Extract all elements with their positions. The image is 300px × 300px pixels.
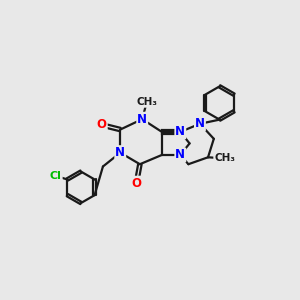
Text: Cl: Cl [50, 171, 62, 181]
Text: N: N [195, 117, 205, 130]
Text: CH₃: CH₃ [136, 97, 157, 107]
Text: N: N [115, 146, 125, 159]
Text: N: N [137, 113, 147, 126]
Text: O: O [97, 118, 107, 131]
Text: N: N [175, 125, 185, 138]
Text: O: O [131, 177, 141, 190]
Text: N: N [175, 148, 185, 161]
Text: CH₃: CH₃ [214, 153, 235, 164]
